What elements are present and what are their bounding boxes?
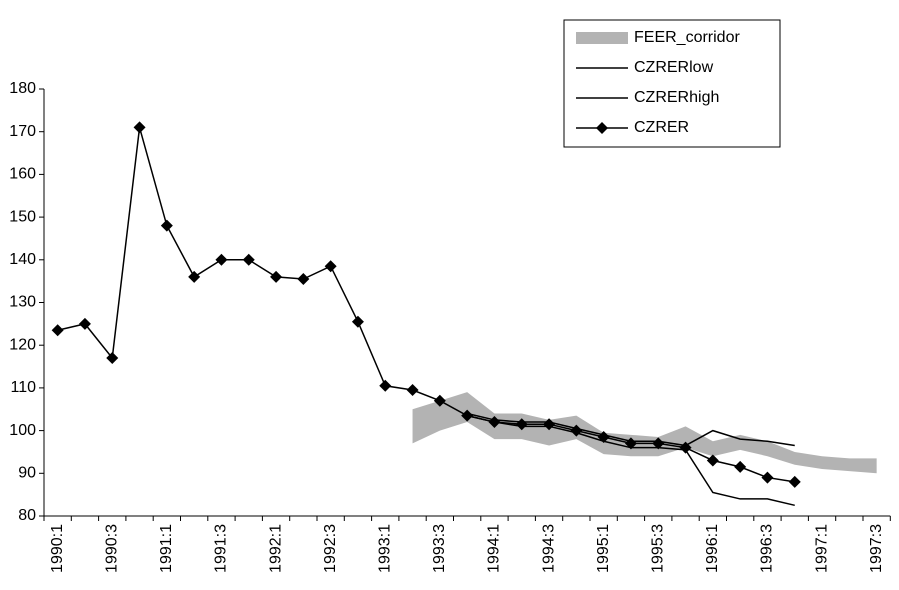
point-marker: [652, 437, 665, 450]
point-marker: [461, 409, 474, 422]
point-marker: [160, 219, 173, 232]
point-marker: [324, 260, 337, 273]
x-tick-label: 1996:1: [704, 524, 721, 573]
x-tick-label: 1997:1: [813, 524, 830, 573]
legend-label: CZRERlow: [634, 59, 714, 76]
y-tick-label: 180: [9, 80, 36, 97]
point-marker: [106, 352, 119, 365]
point-marker: [761, 471, 774, 484]
legend-label: CZRERhigh: [634, 89, 719, 106]
point-marker: [570, 424, 583, 437]
point-marker: [133, 121, 146, 134]
x-tick-label: 1992:3: [322, 524, 339, 573]
point-marker: [488, 416, 501, 429]
x-tick-label: 1995:1: [595, 524, 612, 573]
point-marker: [351, 315, 364, 328]
y-tick-label: 90: [18, 465, 36, 482]
y-tick-label: 80: [18, 507, 36, 524]
x-tick-label: 1991:1: [158, 524, 175, 573]
x-tick-label: 1993:1: [376, 524, 393, 573]
legend-swatch: [576, 32, 628, 44]
point-marker: [788, 475, 801, 488]
y-tick-label: 170: [9, 123, 36, 140]
point-marker: [188, 270, 201, 283]
x-tick-label: 1994:1: [486, 524, 503, 573]
y-tick-label: 110: [10, 379, 36, 396]
legend-label: CZRER: [634, 119, 689, 136]
corridor-area: [412, 392, 877, 474]
point-marker: [515, 418, 528, 431]
point-marker: [624, 437, 637, 450]
point-marker: [297, 273, 310, 286]
point-marker: [679, 441, 692, 454]
point-marker: [433, 394, 446, 407]
y-tick-label: 120: [9, 336, 36, 353]
x-tick-label: 1990:1: [49, 524, 66, 573]
y-tick-label: 140: [9, 251, 36, 268]
x-tick-label: 1996:3: [759, 524, 776, 573]
point-marker: [597, 431, 610, 444]
x-tick-label: 1990:3: [103, 524, 120, 573]
x-tick-label: 1991:3: [213, 524, 230, 573]
y-tick-label: 130: [9, 294, 36, 311]
point-marker: [270, 270, 283, 283]
x-tick-label: 1997:3: [868, 524, 885, 573]
point-marker: [406, 384, 419, 397]
point-marker: [543, 418, 556, 431]
point-marker: [242, 253, 255, 266]
point-marker: [51, 324, 64, 337]
x-tick-label: 1995:3: [649, 524, 666, 573]
point-marker: [78, 317, 91, 330]
series-line: [57, 127, 795, 483]
x-tick-label: 1992:1: [267, 524, 284, 573]
x-tick-label: 1993:3: [431, 524, 448, 573]
point-marker: [734, 460, 747, 473]
point-marker: [379, 379, 392, 392]
y-tick-label: 100: [9, 422, 36, 439]
point-marker: [706, 454, 719, 467]
point-marker: [215, 253, 228, 266]
y-tick-label: 150: [9, 208, 36, 225]
legend-marker: [596, 122, 608, 134]
y-tick-label: 160: [9, 166, 36, 183]
x-tick-label: 1994:3: [540, 524, 557, 573]
legend-label: FEER_corridor: [634, 29, 740, 46]
